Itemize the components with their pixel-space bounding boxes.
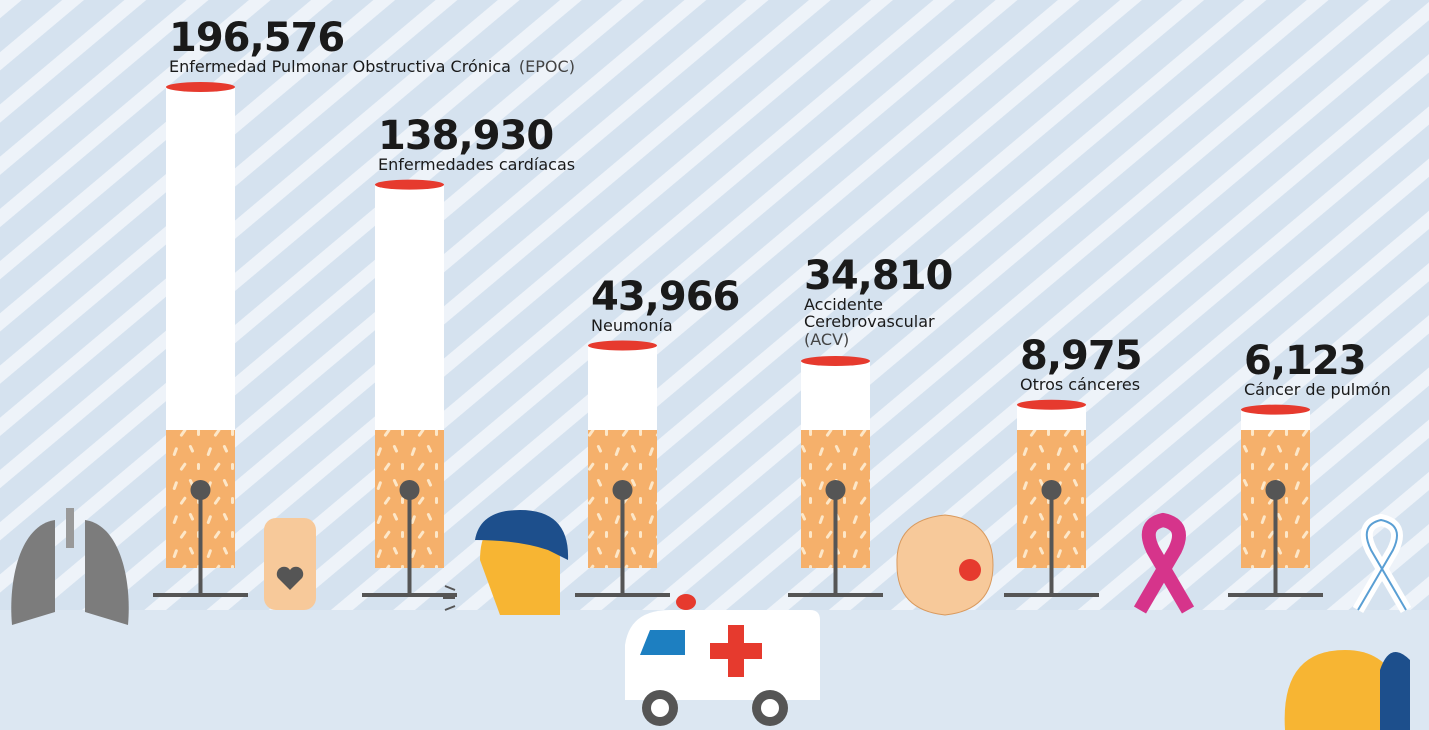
filter-line [362,490,457,597]
filter-line [575,490,670,597]
bar-cap [375,179,444,190]
bar [588,345,657,430]
value-label: 43,966 [591,273,740,320]
hand-icon [264,518,316,610]
brain-icon [896,514,994,616]
value-label: 6,123 [1244,337,1367,384]
bar [375,184,444,430]
bar-label: 196,576 Enfermedad Pulmonar Obstructiva C… [169,18,575,75]
bar-cap [801,356,870,367]
filter-line [788,490,883,597]
bar-label: 138,930 Enfermedades cardíacas [378,116,575,173]
category-label: Cáncer de pulmón [1244,379,1391,399]
filter-line [1228,490,1323,597]
category-label: Enfermedad Pulmonar Obstructiva Crónica(… [169,57,575,76]
value-label: 34,810 [804,253,953,300]
category-label: Enfermedades cardíacas [378,154,576,174]
bar-cap [1017,399,1086,410]
category-note: (EPOC) [518,57,575,76]
lungs-icon [11,508,129,625]
value-label: 138,930 [378,112,554,159]
category-label: Neumonía [591,315,673,335]
pink-ribbon-icon [1133,512,1195,614]
bar [1241,409,1310,430]
person-icon [1284,650,1410,730]
bar-cap [166,82,235,92]
bar-label: 43,966 Neumonía [591,273,740,335]
bar-label: 34,810 Accidente Cerebrovascular (ACV) [804,256,954,349]
bar [166,87,235,430]
bar [801,361,870,430]
bar-cap [588,340,657,351]
category-label: Otros cánceres [1020,374,1141,394]
category-label: Accidente Cerebrovascular [804,295,935,332]
bar-label: 6,123 Cáncer de pulmón [1244,341,1391,398]
bar-label: 8,975 Otros cánceres [1020,332,1143,394]
white-ribbon-icon [1352,513,1412,614]
filter-line [1004,490,1099,597]
value-label: 8,975 [1020,332,1143,379]
ambulance-icon [625,594,820,726]
coughing-face-icon [443,510,569,615]
category-note: (ACV) [804,330,850,350]
value-label: 196,576 [169,15,345,61]
filter-line [153,490,248,597]
bar-cap [1241,404,1310,415]
